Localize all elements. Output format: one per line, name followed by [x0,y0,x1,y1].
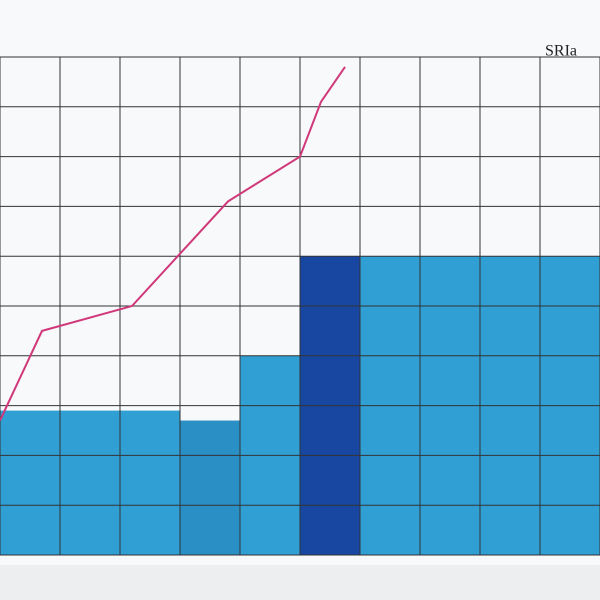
bar [0,410,60,555]
bar [120,410,180,555]
bar [60,410,120,555]
line [0,66,346,421]
floor [0,565,600,600]
bar [180,420,240,555]
annotation: SRIa [545,43,577,60]
